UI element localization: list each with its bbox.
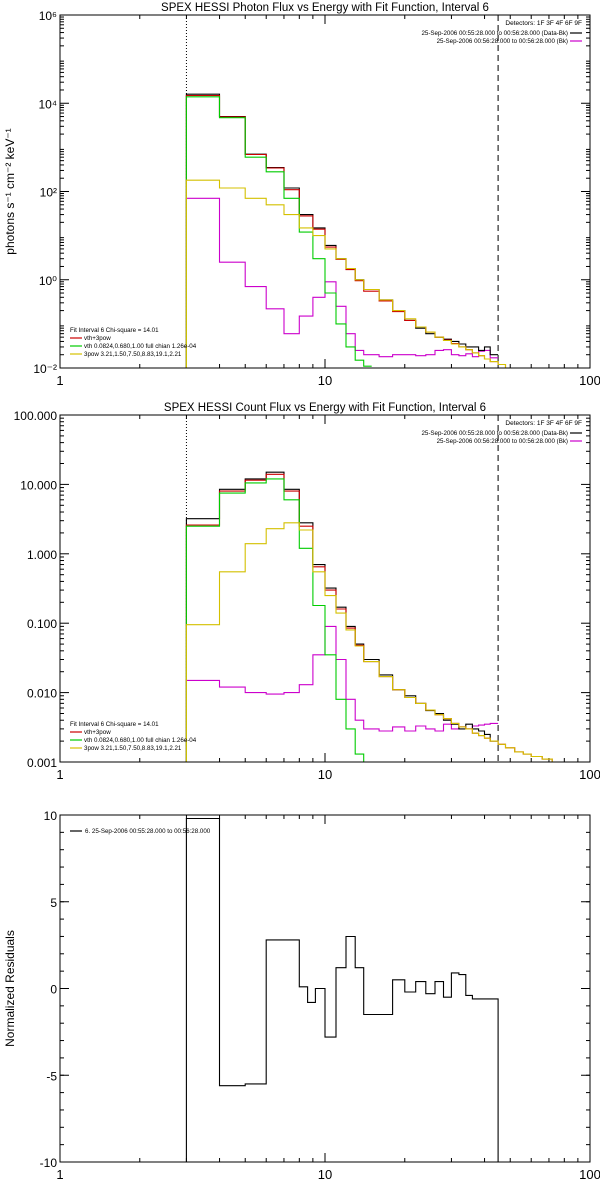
series-line-1 (185, 197, 499, 368)
y-tick-label: -5 (46, 1069, 57, 1083)
series-group (185, 817, 499, 1162)
detectors-label: Detectors: 1F 3F 4F 6F 9F (505, 20, 582, 27)
x-tick-label: 100 (579, 373, 600, 388)
y-tick-label: 10.000 (20, 478, 57, 492)
y-tick-label: -10 (40, 1156, 58, 1170)
series-line-5 (185, 522, 562, 762)
plot-frame (59, 414, 591, 763)
y-tick-label: 0 (50, 983, 57, 997)
x-tick-label: 10 (318, 373, 332, 388)
x-tick-label: 1 (56, 373, 63, 388)
x-tick-label: 100 (579, 767, 600, 782)
x-tick-label: 1 (56, 767, 63, 782)
chart-title: SPEX HESSI Photon Flux vs Energy with Fi… (161, 2, 489, 14)
y-axis-label: photons s⁻¹ cm⁻² keV⁻¹ (3, 128, 17, 254)
x-tick-label: 100 (579, 1167, 600, 1182)
y-tick-label: 0.010 (27, 687, 57, 701)
chart-panel-2: SPEX HESSI Count Flux vs Energy with Fit… (14, 402, 600, 782)
chart-panel-1: SPEX HESSI Photon Flux vs Energy with Fi… (3, 2, 600, 388)
series-line-1 (185, 817, 499, 1162)
chart-panel-3: Normalized Residuals 1 10 100 -10 -5 0 5 10 6. 25… (3, 809, 600, 1182)
legend-bottom-label: 3pow 3.21,1.50,7.50,8.83,19.1,2.21 (84, 351, 182, 358)
legend-bottom-label: vth+3pow (84, 729, 111, 736)
legend-top-label: 25-Sep-2006 00:56:28.000 to 00:56:28.000… (437, 38, 568, 45)
y-tick-label: 10⁶ (39, 9, 57, 23)
series-line-5 (185, 179, 516, 368)
legend-top-label: 25-Sep-2006 00:55:28.000 to 00:56:28.000… (421, 430, 568, 437)
legend-top-label: 25-Sep-2006 00:55:28.000 to 00:56:28.000… (421, 30, 568, 37)
y-axis-label: Normalized Residuals (3, 930, 17, 1047)
plot-frame (59, 14, 591, 369)
legend-top-label: 25-Sep-2006 00:56:28.000 to 00:56:28.000… (437, 438, 568, 445)
series-group (185, 93, 516, 368)
x-tick-label: 1 (56, 1167, 63, 1182)
y-tick-label: 10 (44, 809, 58, 823)
y-tick-label: 10⁰ (39, 274, 57, 288)
x-tick-label: 10 (318, 1167, 332, 1182)
x-tick-label: 10 (318, 767, 332, 782)
legend-bottom-label: vth 0.0824,0.680,1.00 full chian 1.26e-0… (84, 737, 197, 744)
y-tick-label: 10⁻² (33, 362, 57, 376)
legend-bottom-label: Fit Interval 6 Chi-square = 14.01 (70, 721, 159, 728)
legend-bottom-label: vth 0.0824,0.680,1.00 full chian 1.26e-0… (84, 343, 197, 350)
y-tick-label: 10⁴ (38, 97, 57, 111)
detectors-label: Detectors: 1F 3F 4F 6F 9F (505, 420, 582, 427)
series-line-2 (185, 93, 499, 368)
series-line-4 (185, 96, 372, 368)
y-tick-label: 0.001 (27, 756, 57, 770)
series-line-4 (185, 478, 365, 762)
chart-title: SPEX HESSI Count Flux vs Energy with Fit… (164, 402, 486, 414)
y-tick-label: 10² (40, 186, 57, 200)
y-tick-label: 5 (50, 896, 57, 910)
y-tick-label: 1.000 (27, 548, 57, 562)
series-group (185, 471, 562, 762)
plot-frame (59, 814, 591, 1163)
y-tick-label: 100.000 (14, 409, 58, 423)
series-line-3 (185, 473, 562, 762)
y-tick-label: 0.100 (27, 617, 57, 631)
legend-bottom-label: vth+3pow (84, 335, 111, 342)
legend-bottom-label: 3pow 3.21,1.50,7.50,8.83,19.1,2.21 (84, 745, 182, 752)
legend-bottom-label: Fit Interval 6 Chi-square = 14.01 (70, 327, 159, 334)
legend-left-label: 6. 25-Sep-2006 00:55:28.000 to 00:56:28.… (85, 828, 211, 835)
